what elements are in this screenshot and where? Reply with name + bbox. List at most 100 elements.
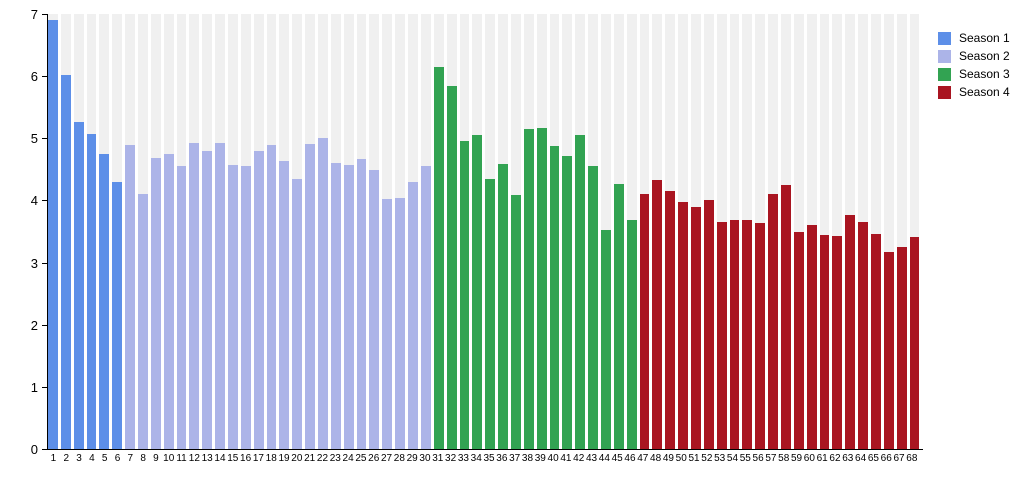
legend: Season 1 Season 2 Season 3 Season 4 [938,32,1010,104]
legend-swatch-icon [938,50,951,63]
x-axis-labels: 1 2 3 4 5 6 7 8 9 10 11 12 13 14 15 16 17 18 19 20 21 22 23 24 2… [47,453,918,464]
x-tick-label-52: 52 [701,453,713,464]
bar-slot-37 [510,14,524,449]
bar-slot-38 [523,14,537,449]
x-tick-label-8: 8 [140,453,146,464]
bar-episode-6 [112,181,123,449]
x-tick-label-17: 17 [252,453,264,464]
y-tick-5 [42,138,47,140]
x-tick-label-10: 10 [163,453,175,464]
bar-slot-13 [202,14,215,449]
x-tick-label-11: 11 [176,453,187,464]
bar-slot-41 [562,14,575,449]
legend-label: Season 2 [959,49,1010,63]
column-background [883,14,894,449]
bar-episode-32 [446,86,457,449]
bar-episode-50 [678,201,688,449]
legend-item-season-2: Season 2 [938,50,1010,63]
bar-slot-36 [498,14,511,449]
bar-episode-5 [99,154,110,449]
bar-slot-45 [613,14,627,449]
bar-episode-30 [420,165,431,449]
bar-episode-64 [858,221,868,449]
legend-label: Season 3 [959,67,1010,81]
y-tick-label-4: 4 [30,193,38,209]
y-tick-label-1: 1 [30,379,38,395]
bar-slot-40 [549,14,563,449]
bar-slot-15 [228,14,241,449]
y-tick-3 [42,262,47,264]
bar-slot-19 [279,14,292,449]
y-axis: 0 1 2 3 4 5 6 7 [0,8,48,456]
bar-episode-8 [138,194,148,449]
x-tick-label-29: 29 [406,453,418,464]
legend-item-season-1: Season 1 [938,32,1010,45]
bar-episode-43 [588,165,598,449]
x-tick-label-58: 58 [778,453,790,464]
bar-episode-59 [793,232,804,449]
x-tick-label-9: 9 [153,453,159,464]
bar-slot-6 [112,14,125,449]
x-tick-label-3: 3 [76,453,82,464]
bar-slot-24 [343,14,357,449]
bar-slot-47 [639,14,653,449]
x-axis-line [47,449,923,450]
x-tick-label-41: 41 [560,453,572,464]
x-tick-label-68: 68 [906,453,918,464]
y-tick-4 [42,200,47,202]
bar-episode-22 [318,138,328,449]
bar-slot-54 [729,14,743,449]
legend-item-season-3: Season 3 [938,68,1010,81]
bar-slot-61 [819,14,833,449]
x-tick-label-45: 45 [611,453,623,464]
bar-slot-30 [420,14,434,449]
x-tick-label-2: 2 [63,453,69,464]
bar-episode-31 [433,67,444,449]
bar-slot-26 [369,14,382,449]
x-tick-label-59: 59 [790,453,803,464]
x-tick-label-28: 28 [393,453,405,464]
x-tick-label-12: 12 [188,453,200,464]
bar-slot-65 [871,14,884,449]
x-tick-label-19: 19 [278,453,290,464]
bar-episode-17 [253,151,264,449]
x-tick-label-63: 63 [842,453,854,464]
bar-slot-48 [652,14,665,449]
bar-episode-44 [600,229,611,449]
y-tick-label-6: 6 [30,69,38,85]
bar-slot-53 [716,14,730,449]
bar-slot-34 [472,14,485,449]
bar-episode-51 [690,206,701,449]
bar-slot-56 [755,14,768,449]
x-tick-label-36: 36 [496,453,508,464]
bar-slot-27 [382,14,395,449]
bar-slot-9 [150,14,164,449]
bar-episode-45 [613,183,624,449]
bar-slot-2 [60,14,74,449]
x-tick-label-61: 61 [816,453,828,464]
bar-slot-31 [433,14,447,449]
column-background [896,14,907,449]
x-tick-label-42: 42 [573,453,585,464]
bar-episode-7 [125,144,136,449]
x-tick-label-60: 60 [803,453,815,464]
x-tick-label-26: 26 [368,453,380,464]
x-tick-label-13: 13 [201,453,213,464]
bar-episode-48 [652,179,663,449]
bar-slot-57 [768,14,781,449]
bar-episode-41 [562,156,573,449]
bar-episode-52 [703,200,714,449]
bar-slot-3 [73,14,87,449]
bar-episode-18 [266,144,277,449]
x-tick-label-4: 4 [89,453,95,464]
bar-slot-43 [588,14,601,449]
bar-episode-60 [806,225,817,449]
bar-episode-39 [536,127,547,449]
x-tick-label-34: 34 [470,453,482,464]
x-tick-label-64: 64 [855,453,867,464]
bar-slot-16 [240,14,254,449]
column-background [871,14,881,449]
bar-slot-21 [305,14,318,449]
x-tick-label-46: 46 [624,453,636,464]
